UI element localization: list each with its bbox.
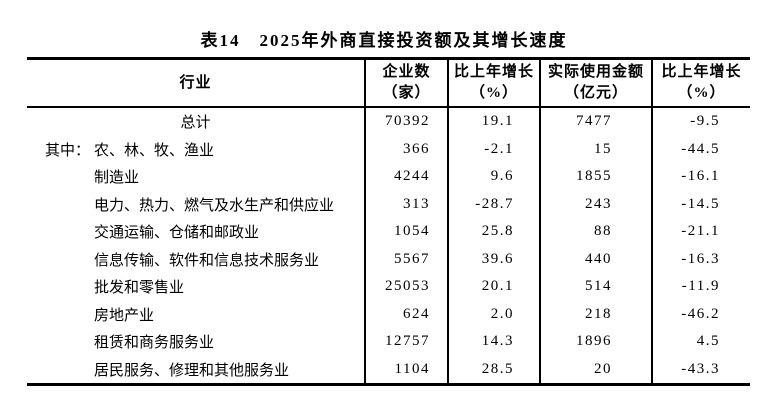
amount-growth-cell: -46.2 [651, 300, 750, 328]
industry-cell: 制造业 [27, 163, 365, 191]
header-enterprises-growth-label: 比上年增长 [453, 64, 534, 80]
table-row: 居民服务、修理和其他服务业 1104 28.5 20 -43.3 [27, 355, 750, 385]
header-enterprises-unit: （家） [382, 85, 431, 101]
industry-name: 制造业 [94, 170, 140, 187]
industry-cell: 总计 [27, 107, 365, 136]
amount-cell: 20 [539, 355, 652, 385]
table-row: 电力、热力、燃气及水生产和供应业 313 -28.7 243 -14.5 [27, 190, 750, 219]
header-cell-enterprises-growth: 比上年增长 （%） [447, 58, 540, 107]
header-cell-industry: 行业 [27, 59, 365, 108]
enterprise-growth-cell: 14.3 [447, 328, 540, 356]
amount-growth-cell: -21.1 [651, 218, 750, 246]
table-row-total: 总计 70392 19.1 7477 -9.5 [27, 107, 750, 136]
enterprise-growth-cell: 39.6 [447, 245, 540, 273]
enterprise-count-cell: 1104 [364, 355, 448, 385]
header-cell-amount: 实际使用金额 （亿元） [539, 58, 652, 107]
amount-growth-cell: -11.9 [651, 273, 750, 301]
industry-name: 交通运输、仓储和邮政业 [94, 225, 260, 242]
industry-name: 农、林、牧、渔业 [94, 142, 215, 159]
table-row: 其中： 农、林、牧、渔业 366 -2.1 15 -44.5 [27, 135, 750, 164]
industry-cell: 信息传输、软件和信息技术服务业 [27, 246, 365, 274]
industry-cell: 批发和零售业 [27, 273, 365, 301]
header-amount-growth-unit: （%） [677, 85, 726, 101]
header-cell-enterprises: 企业数 （家） [364, 58, 448, 107]
industry-cell: 租赁和商务服务业 [27, 328, 365, 356]
header-industry-label: 行业 [179, 74, 212, 91]
enterprise-growth-cell: 2.0 [447, 300, 540, 328]
industry-name: 租赁和商务服务业 [94, 335, 215, 352]
table-header: 行业 企业数 （家） 比上年增长 （%） 实际使用金额 （亿元） 比上年增长 （… [27, 58, 750, 108]
industry-name: 房地产业 [94, 307, 155, 324]
amount-cell: 88 [539, 218, 652, 246]
industry-cell: 其中： 农、林、牧、渔业 [27, 136, 365, 164]
amount-growth-cell: -9.5 [651, 107, 750, 136]
amount-cell: 7477 [539, 107, 652, 136]
table-row: 信息传输、软件和信息技术服务业 5567 39.6 440 -16.3 [27, 245, 750, 274]
amount-growth-cell: -14.5 [651, 190, 750, 218]
enterprise-count-cell: 70392 [364, 107, 448, 136]
enterprise-count-cell: 4244 [364, 163, 448, 191]
header-enterprises-label: 企业数 [382, 64, 431, 80]
industry-name: 总计 [180, 115, 211, 132]
industry-name: 信息传输、软件和信息技术服务业 [94, 252, 320, 269]
amount-growth-cell: -16.3 [651, 245, 750, 273]
enterprise-growth-cell: 9.6 [447, 163, 540, 191]
enterprise-count-cell: 1054 [364, 218, 448, 246]
industry-cell: 交通运输、仓储和邮政业 [27, 218, 365, 246]
table-row: 批发和零售业 25053 20.1 514 -11.9 [27, 273, 750, 301]
enterprise-growth-cell: 25.8 [447, 218, 540, 246]
header-amount-growth-label: 比上年增长 [661, 64, 742, 80]
header-row: 行业 企业数 （家） 比上年增长 （%） 实际使用金额 （亿元） 比上年增长 （… [27, 58, 750, 108]
amount-growth-cell: -16.1 [651, 163, 750, 191]
amount-cell: 514 [539, 273, 652, 301]
amount-growth-cell: -43.3 [651, 355, 750, 385]
industry-cell: 房地产业 [27, 301, 365, 329]
enterprise-count-cell: 12757 [364, 328, 448, 356]
industry-name: 批发和零售业 [94, 280, 185, 297]
header-enterprises-growth-unit: （%） [469, 85, 518, 101]
table-row: 房地产业 624 2.0 218 -46.2 [27, 300, 750, 329]
table-body: 总计 70392 19.1 7477 -9.5 其中： 农、林、牧、渔业 366 … [27, 107, 750, 385]
header-amount-label: 实际使用金额 [547, 64, 644, 80]
table-row: 交通运输、仓储和邮政业 1054 25.8 88 -21.1 [27, 218, 750, 246]
amount-cell: 218 [539, 300, 652, 328]
amount-growth-cell: -44.5 [651, 135, 750, 163]
enterprise-count-cell: 624 [364, 300, 448, 328]
enterprise-count-cell: 313 [364, 190, 448, 218]
table-row: 制造业 4244 9.6 1855 -16.1 [27, 163, 750, 191]
enterprise-count-cell: 25053 [364, 273, 448, 301]
enterprise-growth-cell: -28.7 [447, 190, 540, 218]
industry-cell: 居民服务、修理和其他服务业 [27, 356, 365, 385]
industry-cell: 电力、热力、燃气及水生产和供应业 [27, 191, 365, 219]
amount-growth-cell: 4.5 [651, 328, 750, 356]
enterprise-growth-cell: 28.5 [447, 355, 540, 385]
enterprise-growth-cell: 20.1 [447, 273, 540, 301]
amount-cell: 243 [539, 190, 652, 218]
enterprise-count-cell: 5567 [364, 245, 448, 273]
header-cell-amount-growth: 比上年增长 （%） [651, 58, 750, 107]
fdi-table: 行业 企业数 （家） 比上年增长 （%） 实际使用金额 （亿元） 比上年增长 （… [27, 57, 750, 386]
header-amount-unit: （亿元） [563, 85, 628, 101]
enterprise-growth-cell: -2.1 [447, 135, 540, 163]
industry-prefix: 其中： [45, 142, 91, 159]
amount-cell: 1855 [539, 163, 652, 191]
enterprise-growth-cell: 19.1 [447, 107, 540, 136]
amount-cell: 1896 [539, 328, 652, 356]
industry-name: 电力、热力、燃气及水生产和供应业 [94, 197, 335, 214]
page-title: 表14 2025年外商直接投资额及其增长速度 [200, 31, 568, 50]
amount-cell: 440 [539, 245, 652, 273]
table-row: 租赁和商务服务业 12757 14.3 1896 4.5 [27, 328, 750, 356]
industry-name: 居民服务、修理和其他服务业 [94, 362, 290, 379]
enterprise-count-cell: 366 [364, 135, 448, 163]
amount-cell: 15 [539, 135, 652, 163]
